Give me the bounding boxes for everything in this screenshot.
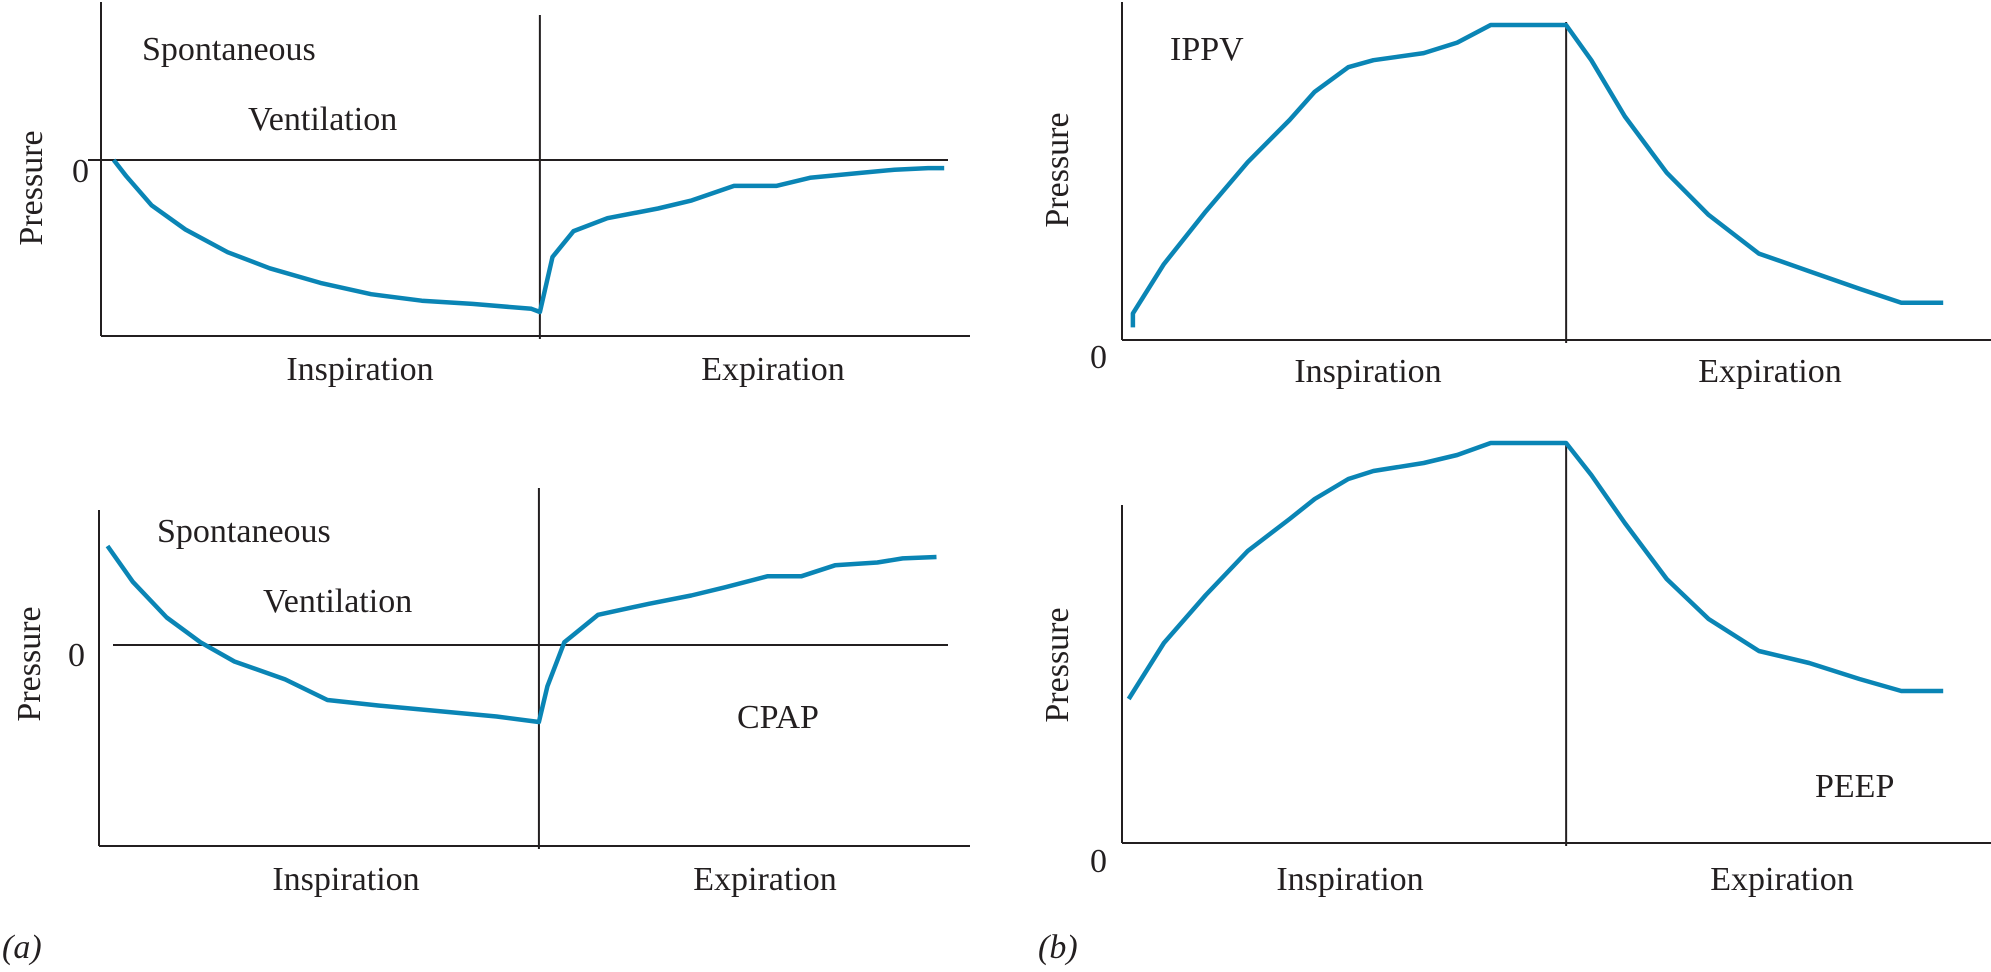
panel-b-top-annotation-ippv: IPPV xyxy=(1170,31,1244,68)
panel-b-bottom-y-axis-label: Pressure xyxy=(1039,607,1076,722)
panel-b-top-pressure-curve xyxy=(1130,22,1944,328)
panel-label-a: (a) xyxy=(2,929,42,966)
panel-b-bottom-pressure-curve xyxy=(1126,440,1944,701)
panel-b-bottom-y-tick-label: 0 xyxy=(1090,843,1107,880)
panel-a-top-annotation-ventilation: Ventilation xyxy=(248,101,397,138)
panel-a-bottom-phase-label-expiration: Expiration xyxy=(693,861,837,898)
panel-b-bottom-phase-label-expiration: Expiration xyxy=(1710,861,1854,898)
panel-a-top-phase-label-expiration: Expiration xyxy=(701,351,845,388)
panel-a-bottom-annotation-cpap: CPAP xyxy=(737,699,819,736)
panel-a-bottom-y-axis-label: Pressure xyxy=(11,606,48,721)
panel-b-top-phase-label-inspiration: Inspiration xyxy=(1294,353,1441,390)
panel-b-bottom-annotation-peep: PEEP xyxy=(1815,768,1894,805)
panel-a-bottom-annotation-spontaneous: Spontaneous xyxy=(157,513,331,550)
panel-b-bottom-phase-label-inspiration: Inspiration xyxy=(1276,861,1423,898)
panel-a-bottom-y-tick-label: 0 xyxy=(68,637,85,674)
panel-a-bottom-phase-label-inspiration: Inspiration xyxy=(272,861,419,898)
panel-a-top-phase-label-inspiration: Inspiration xyxy=(286,351,433,388)
panel-b-top-phase-label-expiration: Expiration xyxy=(1698,353,1842,390)
panel-a-bottom-annotation-ventilation: Ventilation xyxy=(263,583,412,620)
panel-a-top-pressure-curve xyxy=(111,158,945,315)
panel-b-top-y-axis-label: Pressure xyxy=(1039,112,1076,227)
panel-label-b: (b) xyxy=(1038,929,1078,966)
panel-a-top-y-tick-label: 0 xyxy=(72,153,89,190)
panel-a-top-y-axis-label: Pressure xyxy=(13,130,50,245)
panel-a-top-annotation-spontaneous: Spontaneous xyxy=(142,31,316,68)
panel-a-bottom-pressure-curve xyxy=(105,544,937,725)
panel-b-top-y-tick-label: 0 xyxy=(1090,339,1107,376)
